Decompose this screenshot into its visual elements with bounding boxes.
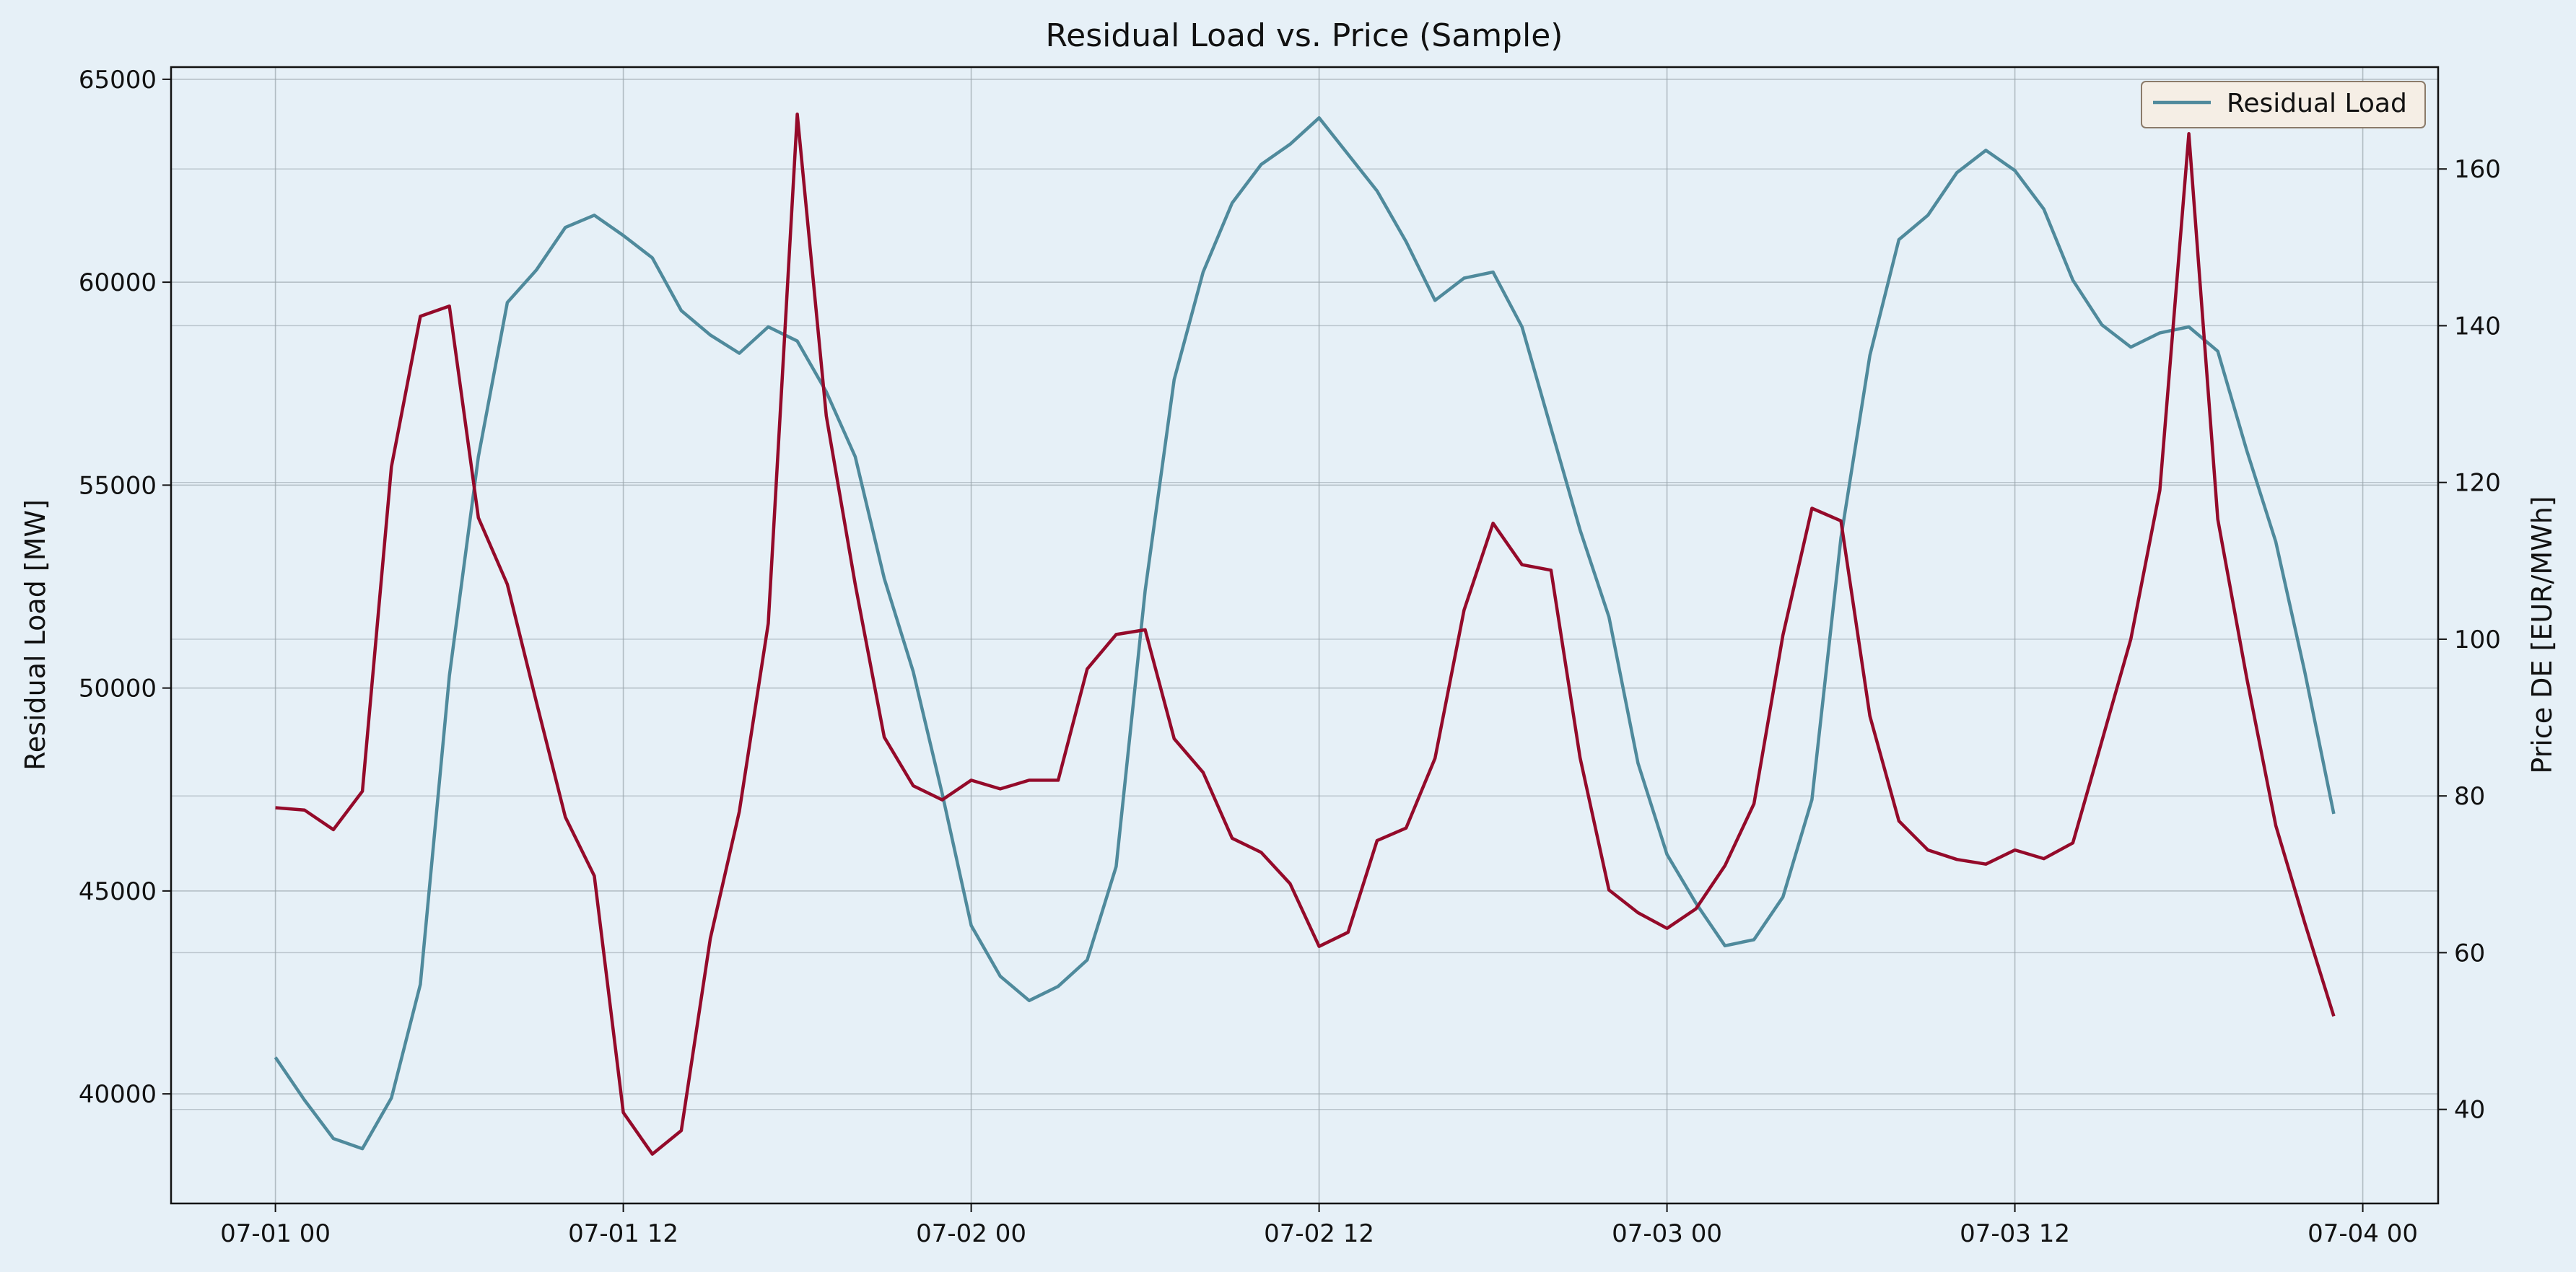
left-axis-label: Residual Load [MW] <box>19 499 51 771</box>
x-tick-label: 07-03 12 <box>1960 1219 2070 1248</box>
residual-load-series-line <box>274 116 2336 1151</box>
right-tick-label: 60 <box>2454 939 2485 968</box>
series-lines <box>274 112 2336 1156</box>
x-tick-label: 07-04 00 <box>2308 1219 2418 1248</box>
chart-title: Residual Load vs. Price (Sample) <box>1046 17 1563 54</box>
right-tick-label: 140 <box>2454 312 2501 341</box>
x-tick-label: 07-02 12 <box>1264 1219 1374 1248</box>
legend: Residual Load <box>2141 81 2426 128</box>
axis-ticks: 07-01 00 07-01 12 07-02 00 07-02 12 07-03 00… <box>79 66 2501 1248</box>
left-tick-label: 55000 <box>79 471 157 500</box>
right-tick-label: 40 <box>2454 1096 2485 1125</box>
right-axis-label: Price DE [EUR/MWh] <box>2526 496 2558 773</box>
left-tick-label: 50000 <box>79 675 157 703</box>
x-tick-label: 07-01 00 <box>220 1219 331 1248</box>
legend-label-residual-load: Residual Load <box>2227 89 2407 118</box>
left-tick-label: 60000 <box>79 268 157 297</box>
left-tick-label: 40000 <box>79 1080 157 1109</box>
right-tick-label: 160 <box>2454 155 2501 184</box>
price-series-line <box>275 112 2336 1156</box>
left-tick-label: 65000 <box>79 66 157 95</box>
right-tick-label: 80 <box>2454 782 2485 811</box>
grid-lines <box>171 67 2438 1203</box>
plot-area <box>171 67 2438 1203</box>
plot-frame <box>170 66 2440 1205</box>
right-tick-label: 100 <box>2454 626 2501 654</box>
x-tick-label: 07-01 12 <box>568 1219 678 1248</box>
x-tick-label: 07-03 00 <box>1612 1219 1722 1248</box>
right-tick-label: 120 <box>2454 469 2501 498</box>
left-tick-label: 45000 <box>79 877 157 906</box>
legend-box <box>2141 81 2426 128</box>
x-tick-label: 07-02 00 <box>916 1219 1026 1248</box>
